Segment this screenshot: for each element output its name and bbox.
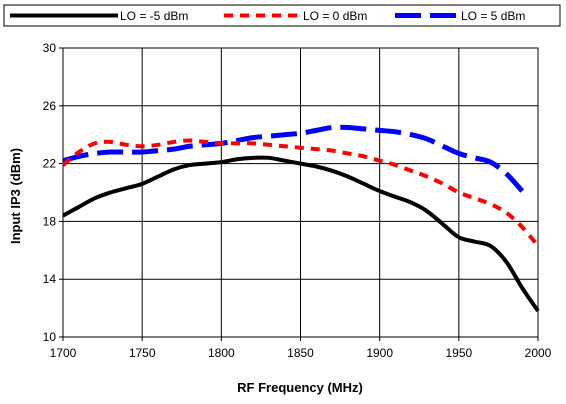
x-tick-label: 1750 (129, 346, 156, 360)
x-tick-label: 2000 (525, 346, 552, 360)
legend: LO = -5 dBm LO = 0 dBm LO = 5 dBm (3, 4, 561, 27)
y-tick-label: 10 (43, 330, 57, 344)
y-tick-label: 22 (43, 157, 57, 171)
x-tick-label: 1700 (50, 346, 77, 360)
series-line-0 (62, 155, 540, 313)
series-group (61, 124, 540, 313)
y-tick-label: 18 (43, 214, 57, 228)
y-tick-label: 14 (43, 272, 57, 286)
x-tick-label: 1800 (208, 346, 235, 360)
x-tick-label: 1900 (366, 346, 393, 360)
y-tick-label: 26 (43, 99, 57, 113)
y-tick-label: 30 (43, 41, 57, 55)
y-axis-title: Input IP3 (dBm) (8, 148, 23, 244)
legend-box (3, 4, 561, 27)
legend-label-2: LO = 5 dBm (461, 9, 525, 23)
series-line-2 (62, 124, 525, 193)
legend-label-0: LO = -5 dBm (120, 9, 188, 23)
y-axis: 10 14 18 22 26 30 (43, 41, 63, 344)
x-axis-title: RF Frequency (MHz) (237, 380, 363, 395)
x-tick-label: 1950 (445, 346, 472, 360)
x-tick-label: 1850 (287, 346, 314, 360)
legend-label-1: LO = 0 dBm (303, 9, 367, 23)
series-line-1 (61, 138, 540, 248)
grid (63, 48, 538, 337)
x-axis: 1700 1750 1800 1850 1900 1950 2000 (50, 337, 552, 360)
